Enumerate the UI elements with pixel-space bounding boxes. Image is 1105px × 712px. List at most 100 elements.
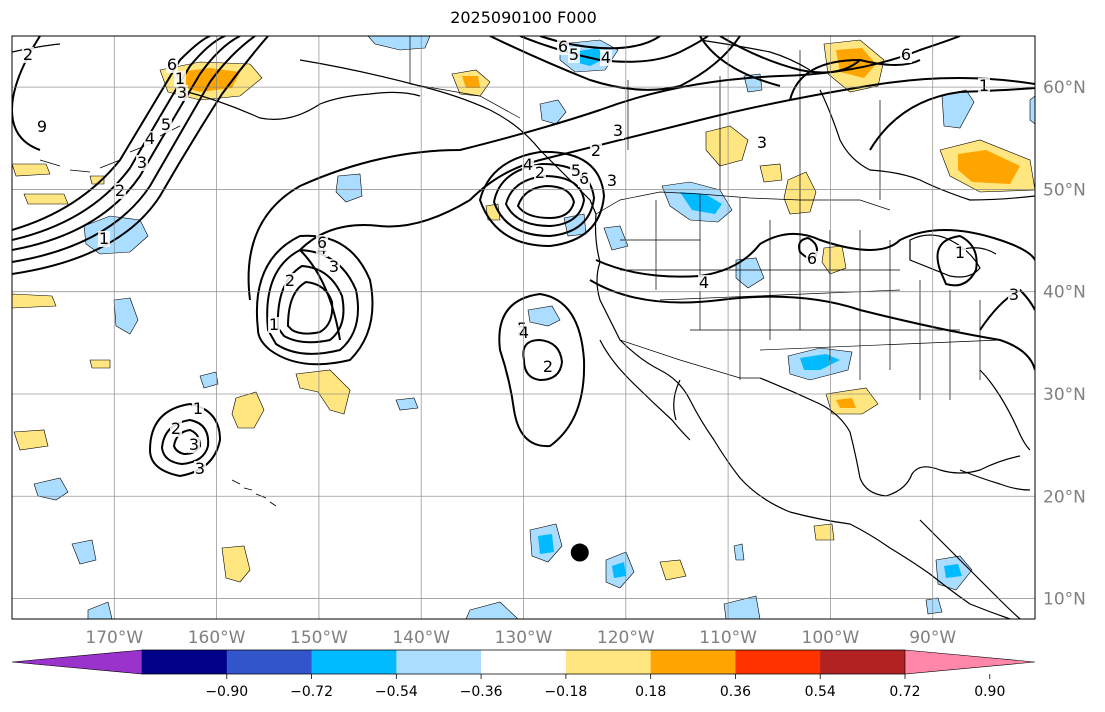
colorbar-segment xyxy=(820,650,906,674)
positive-anomaly-patches xyxy=(12,39,1035,583)
lon-tick-label: 170°W xyxy=(85,628,143,648)
contour-label: 2 xyxy=(23,45,33,64)
contour-label-bg xyxy=(978,78,990,94)
yellow-patch xyxy=(813,523,835,541)
yellow-patch xyxy=(295,369,351,415)
contour-label: 1 xyxy=(955,243,965,262)
contour-label-bg xyxy=(557,39,569,55)
contour-label-bg xyxy=(756,135,768,151)
contour-label-bg xyxy=(188,437,200,453)
colorbar-segment xyxy=(650,650,736,674)
contour-label: 2 xyxy=(285,271,295,290)
contour-label-bg xyxy=(144,131,156,147)
contour-line xyxy=(12,36,211,231)
contour-line xyxy=(298,77,1035,341)
contour-label-bg xyxy=(1008,287,1020,303)
contour-label-bg xyxy=(590,143,602,159)
lon-tick-label: 120°W xyxy=(597,628,655,648)
colorbar-tick-label: 0.54 xyxy=(805,684,836,700)
contour-line xyxy=(266,248,359,355)
contour-line xyxy=(522,338,564,382)
colorbar-segment xyxy=(565,650,652,674)
contour-label-bg xyxy=(98,231,110,247)
yellow-patch xyxy=(231,391,265,429)
contour-line xyxy=(595,229,1035,278)
colorbar-segment xyxy=(311,650,397,674)
contour-label: 1 xyxy=(269,315,279,334)
contour-line xyxy=(12,36,256,263)
alaska-peninsula xyxy=(179,89,421,120)
blue-patch xyxy=(367,36,431,51)
blue-patch xyxy=(199,371,219,389)
contour-label-bg xyxy=(606,173,618,189)
contour-label: 3 xyxy=(1009,285,1019,304)
contour-label: 4 xyxy=(523,155,533,174)
contour-label: 6 xyxy=(167,55,177,74)
colorbar-segment xyxy=(735,650,821,674)
contour-label-bg xyxy=(612,123,624,139)
yellow-patch xyxy=(13,429,49,451)
contour-label-bg xyxy=(136,155,148,171)
contour-label-bg xyxy=(328,259,340,275)
contour-label: 4 xyxy=(519,323,529,342)
gridlines xyxy=(12,36,1035,619)
contour-label: 5 xyxy=(571,161,581,180)
yellow-patch xyxy=(221,545,251,583)
orange-patch xyxy=(462,76,480,88)
contour-label: 3 xyxy=(177,83,187,102)
contour-label: 3 xyxy=(607,171,617,190)
colorbar-tick-label: 0.36 xyxy=(720,684,751,700)
contour-label: 3 xyxy=(329,257,339,276)
contour-label-bg xyxy=(518,325,530,341)
contour-label-bg xyxy=(176,85,188,101)
contour-label: 3 xyxy=(613,121,623,140)
us-canada-border xyxy=(595,191,891,215)
colorbar-tick-label: 0.18 xyxy=(635,684,666,700)
north-america-coast xyxy=(299,59,1011,619)
colorbar-extend-high xyxy=(904,649,1036,675)
lon-tick-label: 110°W xyxy=(699,628,757,648)
contour-label: 3 xyxy=(757,133,767,152)
colorbar-tick-label: −0.90 xyxy=(205,684,248,700)
yellow-patch xyxy=(659,559,687,581)
contour-line xyxy=(286,280,334,335)
colorbar-tick-label: −0.54 xyxy=(375,684,418,700)
map-frame xyxy=(11,35,1036,620)
arctic-coast xyxy=(12,39,811,71)
contour-line xyxy=(492,162,596,238)
blue-patch xyxy=(735,257,765,289)
contour-label: 6 xyxy=(807,249,817,268)
contour-label-bg xyxy=(174,71,186,87)
yellow-patch xyxy=(89,359,111,369)
map-title: 2025090100 F000 xyxy=(450,8,597,27)
colorbar-tick-label: 0.72 xyxy=(889,684,920,700)
contour-label: 5 xyxy=(569,45,579,64)
blue-patch xyxy=(71,539,97,565)
contour-label-bg xyxy=(570,163,582,179)
yellow-patch xyxy=(23,193,69,205)
cuba-coast xyxy=(959,469,1031,491)
blue-patch xyxy=(603,225,629,251)
contour-label: 9 xyxy=(37,117,47,136)
contour-line xyxy=(148,402,222,478)
lon-tick-label: 100°W xyxy=(802,628,860,648)
contour-label: 2 xyxy=(543,357,553,376)
us-mexico-border xyxy=(619,339,760,379)
contour-label: 2 xyxy=(115,181,125,200)
canada-province-lines xyxy=(627,50,881,200)
contour-label-bg xyxy=(534,165,546,181)
contour-label: 1 xyxy=(175,69,185,88)
contour-label-bg xyxy=(194,461,206,477)
blue-patch xyxy=(539,99,567,125)
central-america-coast xyxy=(919,519,1021,619)
blue-patch xyxy=(527,305,561,327)
contour-label: 2 xyxy=(591,141,601,160)
contour-label: 2 xyxy=(535,163,545,182)
contour-label: 1 xyxy=(979,76,989,95)
latitude-labels: 60°N 50°N 40°N 30°N 20°N 10°N xyxy=(1043,78,1086,609)
baja-coast xyxy=(599,339,691,441)
contour-line xyxy=(719,36,861,74)
lon-tick-label: 150°W xyxy=(290,628,348,648)
contour-line xyxy=(498,292,586,448)
